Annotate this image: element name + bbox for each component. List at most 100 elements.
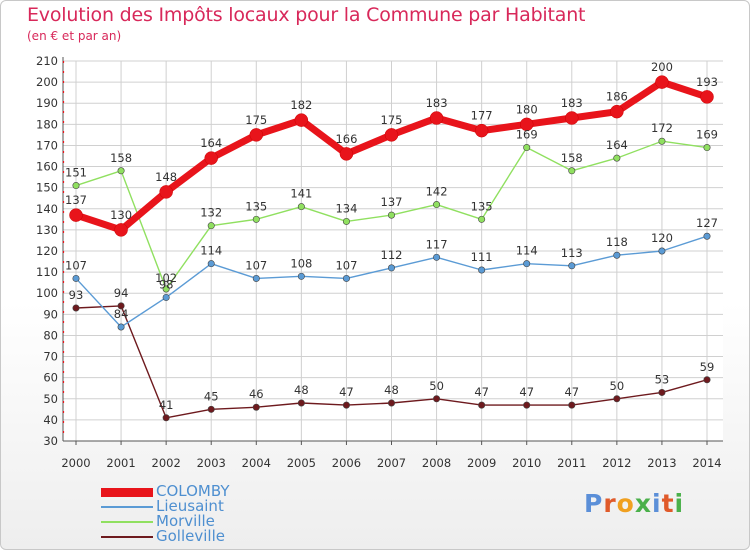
y-tick-label-70: 70 — [43, 350, 58, 364]
legend-label-colomby: COLOMBY — [156, 482, 230, 500]
data-point-golleville-2013 — [658, 388, 666, 396]
data-point-colomby-2007 — [384, 128, 399, 142]
data-point-morville-2009 — [478, 215, 486, 223]
x-tick-label-2004: 2004 — [242, 456, 271, 470]
data-label-morville-2014: 169 — [696, 128, 718, 142]
data-label-morville-2007: 137 — [381, 195, 403, 209]
data-label-morville-2005: 141 — [290, 187, 312, 201]
legend-swatch-golleville — [101, 536, 153, 538]
data-label-golleville-2011: 47 — [564, 385, 579, 399]
data-label-lieusaint-2000: 107 — [65, 258, 87, 272]
data-label-lieusaint-2001: 84 — [114, 307, 129, 321]
legend-swatch-lieusaint — [101, 506, 153, 508]
data-label-morville-2009: 135 — [471, 199, 493, 213]
data-label-morville-2012: 164 — [606, 138, 628, 152]
data-point-golleville-2010 — [523, 401, 531, 409]
data-label-morville-2010: 169 — [516, 128, 538, 142]
y-tick-label-110: 110 — [36, 265, 58, 279]
data-point-lieusaint-2000 — [72, 274, 80, 282]
data-label-golleville-2001: 94 — [114, 286, 129, 300]
data-label-lieusaint-2012: 118 — [606, 235, 628, 249]
brand-letter: x — [634, 489, 652, 518]
data-point-golleville-2011 — [568, 401, 576, 409]
data-point-lieusaint-2012 — [613, 251, 621, 259]
data-point-golleville-2005 — [297, 399, 305, 407]
data-label-golleville-2007: 48 — [384, 383, 399, 397]
data-label-colomby-2004: 175 — [245, 113, 267, 127]
chart-subtitle: (en € et par an) — [27, 29, 122, 43]
brand-letter: P — [584, 489, 604, 518]
data-point-golleville-2012 — [613, 395, 621, 403]
data-point-lieusaint-2013 — [658, 247, 666, 255]
legend-label-lieusaint: Lieusaint — [156, 497, 224, 515]
y-tick-label-90: 90 — [43, 307, 58, 321]
data-point-golleville-2002 — [162, 414, 170, 422]
data-label-morville-2003: 132 — [200, 206, 222, 220]
data-point-colomby-2011 — [565, 111, 579, 125]
y-tick-label-80: 80 — [43, 328, 58, 342]
data-point-colomby-2005 — [294, 113, 309, 127]
x-tick-label-2005: 2005 — [287, 456, 316, 470]
y-axis-ticks: 30 40 50 60 70 80 90 100 110 120 130 140 150 160 170 18… — [36, 54, 58, 448]
y-tick-label-130: 130 — [36, 223, 58, 237]
x-tick-label-2010: 2010 — [512, 456, 541, 470]
x-tick-label-2008: 2008 — [422, 456, 451, 470]
x-tick-label-2001: 2001 — [106, 456, 135, 470]
data-label-golleville-2014: 59 — [700, 360, 715, 374]
y-tick-label-30: 30 — [43, 434, 58, 448]
legend-swatch-morville — [101, 521, 153, 523]
data-label-lieusaint-2014: 127 — [696, 216, 718, 230]
data-label-golleville-2009: 47 — [474, 385, 489, 399]
data-point-morville-2000 — [72, 182, 80, 190]
data-point-lieusaint-2008 — [433, 253, 441, 261]
x-tick-label-2006: 2006 — [332, 456, 361, 470]
legend-label-morville: Morville — [156, 512, 215, 530]
brand-letter: o — [616, 489, 635, 518]
data-label-lieusaint-2008: 117 — [426, 237, 448, 251]
data-label-colomby-2000: 137 — [65, 193, 87, 207]
data-point-colomby-2008 — [429, 111, 444, 125]
data-point-morville-2002 — [162, 285, 170, 293]
data-label-lieusaint-2002: 98 — [159, 277, 174, 291]
data-point-golleville-2008 — [433, 395, 441, 403]
data-label-morville-2001: 158 — [110, 151, 132, 165]
data-label-colomby-2003: 164 — [200, 136, 222, 150]
data-label-golleville-2002: 41 — [159, 398, 174, 412]
brand-letter: r — [603, 489, 617, 518]
data-label-golleville-2004: 46 — [249, 387, 264, 401]
data-point-morville-2006 — [342, 217, 350, 225]
data-label-colomby-2009: 177 — [471, 109, 493, 123]
data-labels: 137 130 148 164 175 182 166 175 183 177 180 183 186 2… — [65, 60, 718, 412]
data-point-lieusaint-2004 — [252, 274, 260, 282]
data-label-colomby-2010: 180 — [516, 102, 538, 116]
y-tick-label-200: 200 — [36, 75, 58, 89]
data-label-colomby-2005: 182 — [290, 98, 312, 112]
data-point-colomby-2010 — [519, 117, 534, 132]
y-tick-label-120: 120 — [36, 244, 58, 258]
data-label-colomby-2002: 148 — [155, 170, 177, 184]
legend-swatch-colomby — [101, 488, 153, 497]
data-label-morville-2008: 142 — [426, 185, 448, 199]
data-point-colomby-2006 — [339, 147, 354, 161]
data-point-morville-2001 — [117, 167, 125, 175]
series-lines — [69, 75, 714, 422]
data-point-morville-2011 — [568, 167, 576, 175]
brand-letter: i — [652, 489, 662, 518]
data-point-lieusaint-2007 — [387, 264, 395, 272]
data-point-golleville-2003 — [207, 405, 215, 413]
y-tick-label-160: 160 — [36, 160, 58, 174]
data-point-morville-2014 — [703, 144, 711, 152]
data-point-colomby-2012 — [610, 104, 624, 119]
data-label-colomby-2012: 186 — [606, 90, 628, 104]
data-label-golleville-2013: 53 — [655, 372, 670, 386]
data-point-lieusaint-2010 — [523, 260, 531, 268]
data-label-colomby-2001: 130 — [110, 208, 132, 222]
data-label-morville-2006: 134 — [335, 201, 357, 215]
data-label-golleville-2003: 45 — [204, 389, 219, 403]
data-label-morville-2004: 135 — [245, 199, 267, 213]
x-tick-label-2007: 2007 — [377, 456, 406, 470]
data-label-golleville-2008: 50 — [429, 379, 444, 393]
data-point-morville-2005 — [297, 203, 305, 211]
data-point-morville-2007 — [387, 211, 395, 219]
